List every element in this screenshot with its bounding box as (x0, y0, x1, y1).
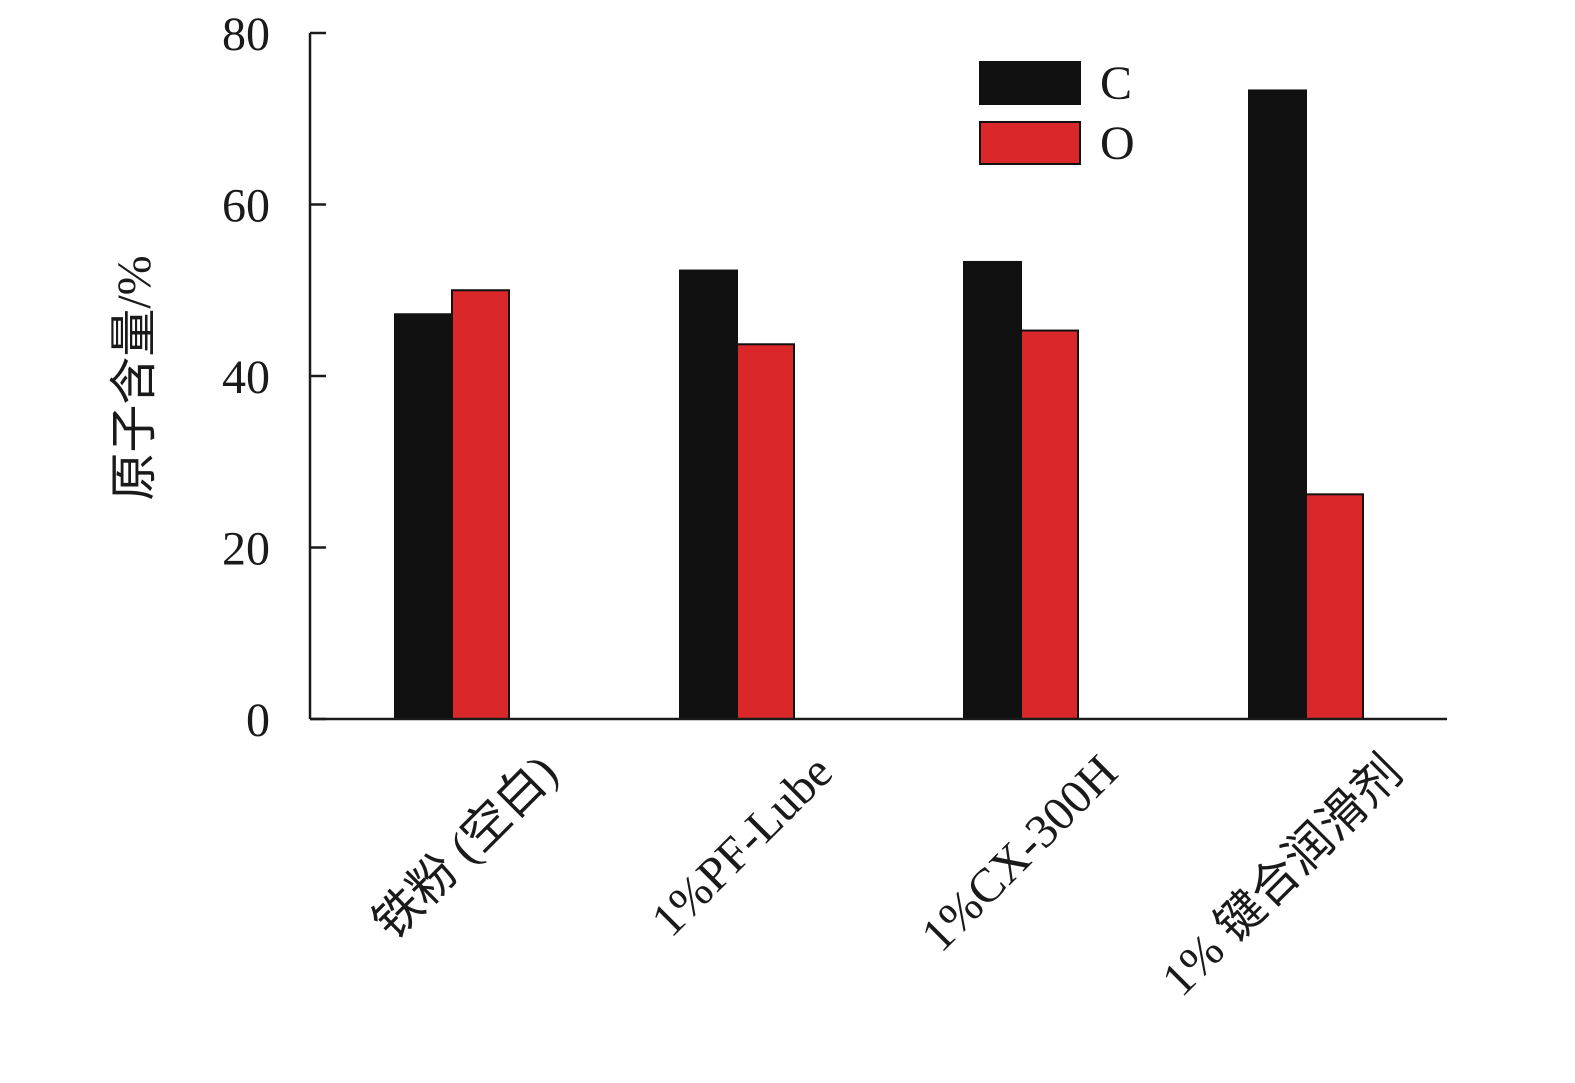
x-category-label: 1%CX-300H (911, 745, 1128, 962)
bar-o-2 (736, 343, 795, 720)
legend: CO (979, 57, 1135, 170)
bar-o-4 (1305, 493, 1364, 720)
bar-c-2 (679, 269, 738, 720)
x-category-label: 1% 键合润滑剂 (1152, 745, 1413, 1006)
y-tick-label: 80 (222, 8, 270, 61)
y-tick-label: 0 (246, 694, 270, 747)
legend-label-c: C (1100, 57, 1132, 110)
legend-swatch-c (979, 61, 1081, 105)
y-axis-title: 原子含量/% (108, 255, 161, 500)
y-ticks: 0 20 40 60 80 (222, 8, 326, 747)
bar-c-3 (963, 260, 1022, 720)
bar-c-1 (394, 313, 453, 720)
bar-c-4 (1248, 89, 1307, 720)
y-tick-label: 40 (222, 351, 270, 404)
bar-o-3 (1020, 329, 1079, 720)
y-tick-label: 20 (222, 523, 270, 576)
x-category-labels: 铁粉 (空白) 1%PF-Lube 1%CX-300H 1% 键合润滑剂 (363, 745, 1412, 1006)
bar-o-1 (451, 289, 510, 720)
y-tick-label: 60 (222, 180, 270, 233)
legend-swatch-o (979, 121, 1081, 165)
x-category-label: 1%PF-Lube (641, 745, 843, 947)
x-category-label: 铁粉 (空白) (363, 745, 567, 949)
bars-layer (394, 89, 1364, 720)
legend-label-o: O (1100, 117, 1135, 170)
